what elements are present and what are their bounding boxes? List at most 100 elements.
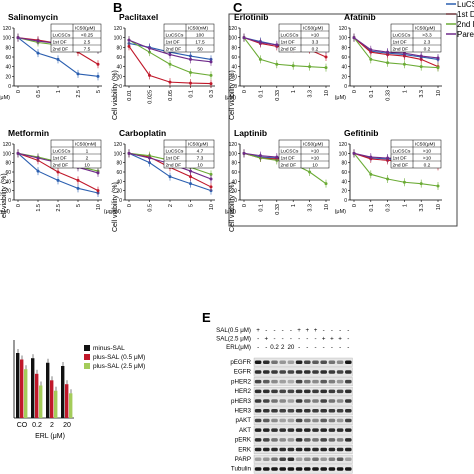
blot-band: [320, 379, 327, 384]
data-point-2nd-df: [258, 57, 262, 61]
data-point-1st-df: [209, 185, 213, 189]
blot-band: [336, 370, 344, 374]
blot-band: [312, 438, 319, 442]
data-point-2nd-df: [308, 65, 312, 69]
ic50-row-value: 50: [197, 47, 203, 53]
blot-band: [328, 457, 336, 461]
blot-band: [304, 428, 311, 432]
y-tick-label: 100: [339, 36, 348, 42]
x-tick-label: 0.1: [258, 204, 264, 212]
blot-band: [279, 360, 286, 364]
x-tick-label: 10: [96, 204, 102, 210]
y-tick-label: 40: [5, 65, 11, 71]
blot-band: [328, 428, 336, 432]
chart-title: Carboplatin: [119, 128, 166, 138]
ic50-row-value: 1: [86, 149, 89, 155]
blot-band: [320, 389, 327, 394]
x-tick-label: 10: [324, 90, 330, 96]
y-tick-label: 0: [234, 198, 237, 204]
data-point-parental: [148, 46, 151, 50]
y-tick-label: 0: [119, 198, 122, 204]
data-point-parental: [242, 151, 246, 155]
data-point-parental: [96, 171, 100, 175]
figure-legend: LuCS 1st DF 2nd DF Pare: [446, 0, 474, 39]
blot-band: [320, 370, 327, 374]
data-point-parental: [402, 51, 406, 55]
legend-item-lucscs: LuCS: [457, 0, 474, 9]
blot-band: [279, 399, 286, 403]
y-tick-label: 0: [8, 84, 11, 90]
blot-band: [263, 409, 270, 413]
y-tick-label: 100: [3, 36, 12, 42]
band-label-tubulin: Tubulin: [231, 466, 252, 473]
chart-paclitaxel: Paclitaxel 0 20 40 60 80 100 120 0.01 0.025 0.05 0.…: [114, 12, 215, 104]
y-tick-label: 0: [234, 84, 237, 90]
data-point-2nd-df: [291, 64, 295, 68]
chart-salinomycin: Salinomycin 0 20 40 60 80 100 120 (μM) 0 0.5 1 2.5 5 I…: [0, 12, 102, 101]
ic50-header: IC50(μM): [303, 26, 323, 32]
blot-band: [279, 370, 286, 374]
blot-band: [295, 447, 303, 452]
chart-title: Paclitaxel: [119, 12, 158, 22]
ic50-row-label: 2nd DF: [166, 163, 182, 169]
y-tick-label: 100: [114, 151, 123, 157]
blot-band: [328, 467, 336, 471]
blot-band: [254, 399, 262, 403]
condition-mark: -: [323, 327, 325, 334]
data-point-2nd-df: [168, 62, 172, 66]
data-point-2nd-df: [369, 57, 373, 61]
condition-mark: -: [257, 336, 259, 343]
y-tick-label: 80: [5, 161, 11, 167]
data-point-1st-df: [96, 189, 100, 193]
blot-band: [345, 360, 352, 364]
chart-title: Salinomycin: [8, 12, 58, 22]
y-tick-label: 20: [5, 189, 11, 195]
condition-mark: -: [306, 336, 308, 343]
ic50-row-label: 1st DF: [53, 156, 67, 162]
x-tick-label: 2: [50, 422, 54, 429]
condition-mark: -: [331, 327, 333, 334]
series-line-lucscs: [353, 37, 439, 60]
data-point-parental: [189, 169, 192, 173]
blot-band: [320, 457, 327, 461]
blot-band: [279, 389, 286, 394]
x-tick-label: 0: [127, 204, 133, 207]
ic50-row-value: 2: [86, 156, 89, 162]
y-tick-label: 20: [116, 74, 122, 80]
blot-band: [336, 467, 344, 471]
y-tick-label: 40: [341, 179, 347, 185]
data-point-parental: [419, 54, 423, 58]
ic50-row-label: 2nd DF: [281, 47, 297, 53]
condition-mark: -: [265, 344, 267, 351]
data-point-2nd-df: [209, 172, 213, 176]
data-point-1st-df: [96, 62, 100, 66]
band-label-akt: AKT: [239, 427, 251, 434]
blot-band: [312, 360, 319, 364]
condition-mark: -: [257, 344, 259, 351]
ic50-row-value: <0.25: [81, 33, 93, 39]
x-tick-label: 20: [63, 422, 71, 429]
x-tick-label: 2.5: [56, 204, 62, 212]
condition-mark: -: [347, 336, 349, 343]
ic50-row-label: 1st DF: [53, 40, 67, 46]
blot-band: [271, 409, 278, 413]
blot-band: [328, 438, 336, 442]
x-tick-label: 0.01: [127, 90, 133, 101]
condition-mark: -: [314, 344, 316, 351]
blot-band: [304, 399, 311, 403]
y-tick-label: 40: [116, 179, 122, 185]
series-line-parental: [353, 37, 439, 59]
blot-band: [287, 399, 295, 403]
y-tick-label: 80: [231, 161, 237, 167]
x-unit-label: (μM): [225, 95, 237, 101]
blot-band: [271, 438, 278, 442]
y-tick-label: 40: [341, 65, 347, 71]
data-point-parental: [16, 151, 20, 155]
y-tick-label: 100: [229, 151, 238, 157]
legend-swatch-plus-sal-0-5-m: [84, 354, 90, 360]
data-point-1st-df: [209, 82, 213, 86]
data-point-parental: [275, 43, 279, 47]
ic50-row-label: 1st DF: [281, 156, 295, 162]
condition-mark: +: [256, 327, 260, 334]
data-point-2nd-df: [189, 70, 192, 74]
